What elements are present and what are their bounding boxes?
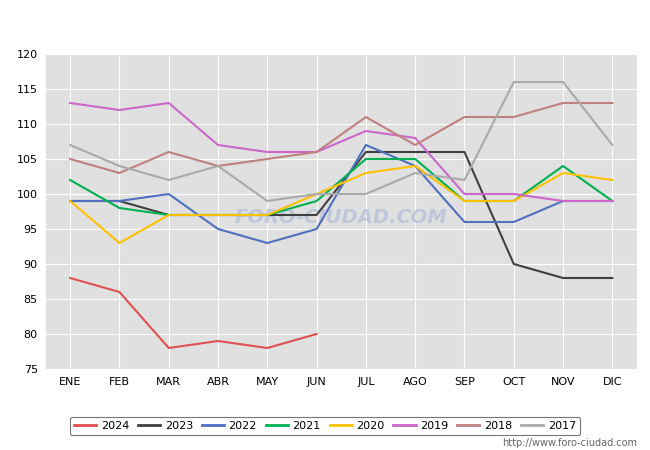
- Text: http://www.foro-ciudad.com: http://www.foro-ciudad.com: [502, 438, 637, 448]
- Text: Afiliados en Villarejo de Fuentes a 31/5/2024: Afiliados en Villarejo de Fuentes a 31/5…: [140, 18, 510, 36]
- Text: FORO-CIUDAD.COM: FORO-CIUDAD.COM: [235, 208, 448, 227]
- Legend: 2024, 2023, 2022, 2021, 2020, 2019, 2018, 2017: 2024, 2023, 2022, 2021, 2020, 2019, 2018…: [70, 417, 580, 436]
